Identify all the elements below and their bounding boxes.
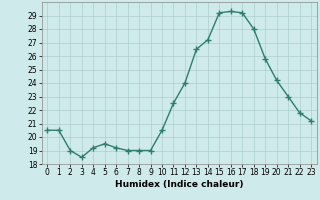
- X-axis label: Humidex (Indice chaleur): Humidex (Indice chaleur): [115, 180, 244, 189]
